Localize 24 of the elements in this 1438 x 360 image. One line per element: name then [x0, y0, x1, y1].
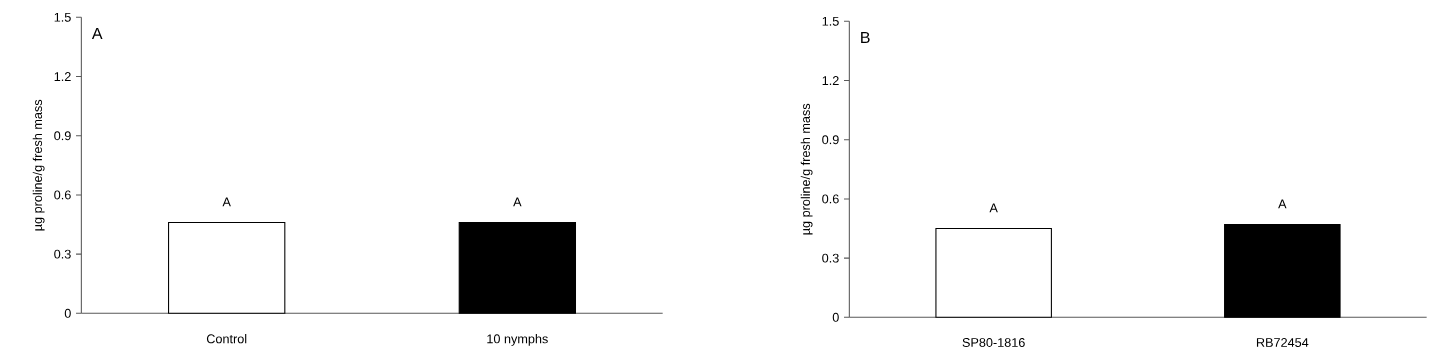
annotation: A — [91, 27, 103, 39]
y-tick-label: 0.6 — [54, 190, 71, 200]
annotation: A — [989, 203, 998, 213]
y-tick-label: 0.9 — [822, 135, 839, 145]
y-tick-label: 1.5 — [54, 12, 71, 22]
y-tick-label: 0 — [832, 312, 839, 322]
y-axis-title: µg proline/g fresh mass — [32, 99, 45, 231]
y-axis-title: µg proline/g fresh mass — [800, 103, 813, 235]
x-tick-label: 10 nymphs — [487, 334, 548, 346]
y-tick-label: 1.5 — [822, 16, 839, 26]
y-tick-label: 1.2 — [54, 72, 71, 81]
annotation: A — [1278, 199, 1287, 209]
x-tick-label: Control — [206, 334, 247, 344]
y-tick-label: 0.3 — [54, 249, 71, 259]
y-tick-label: 0.6 — [822, 194, 839, 204]
y-tick-label: 1.2 — [822, 76, 839, 85]
x-tick-label: SP80-1816 — [962, 338, 1025, 347]
y-tick-label: 0.9 — [54, 131, 71, 141]
annotation: B — [861, 31, 870, 43]
x-tick-label: RB72454 — [1256, 338, 1309, 347]
y-tick-label: 0.3 — [822, 253, 839, 263]
annotation: A — [222, 197, 231, 207]
annotation: A — [513, 197, 522, 207]
y-tick-label: 0 — [64, 308, 71, 318]
